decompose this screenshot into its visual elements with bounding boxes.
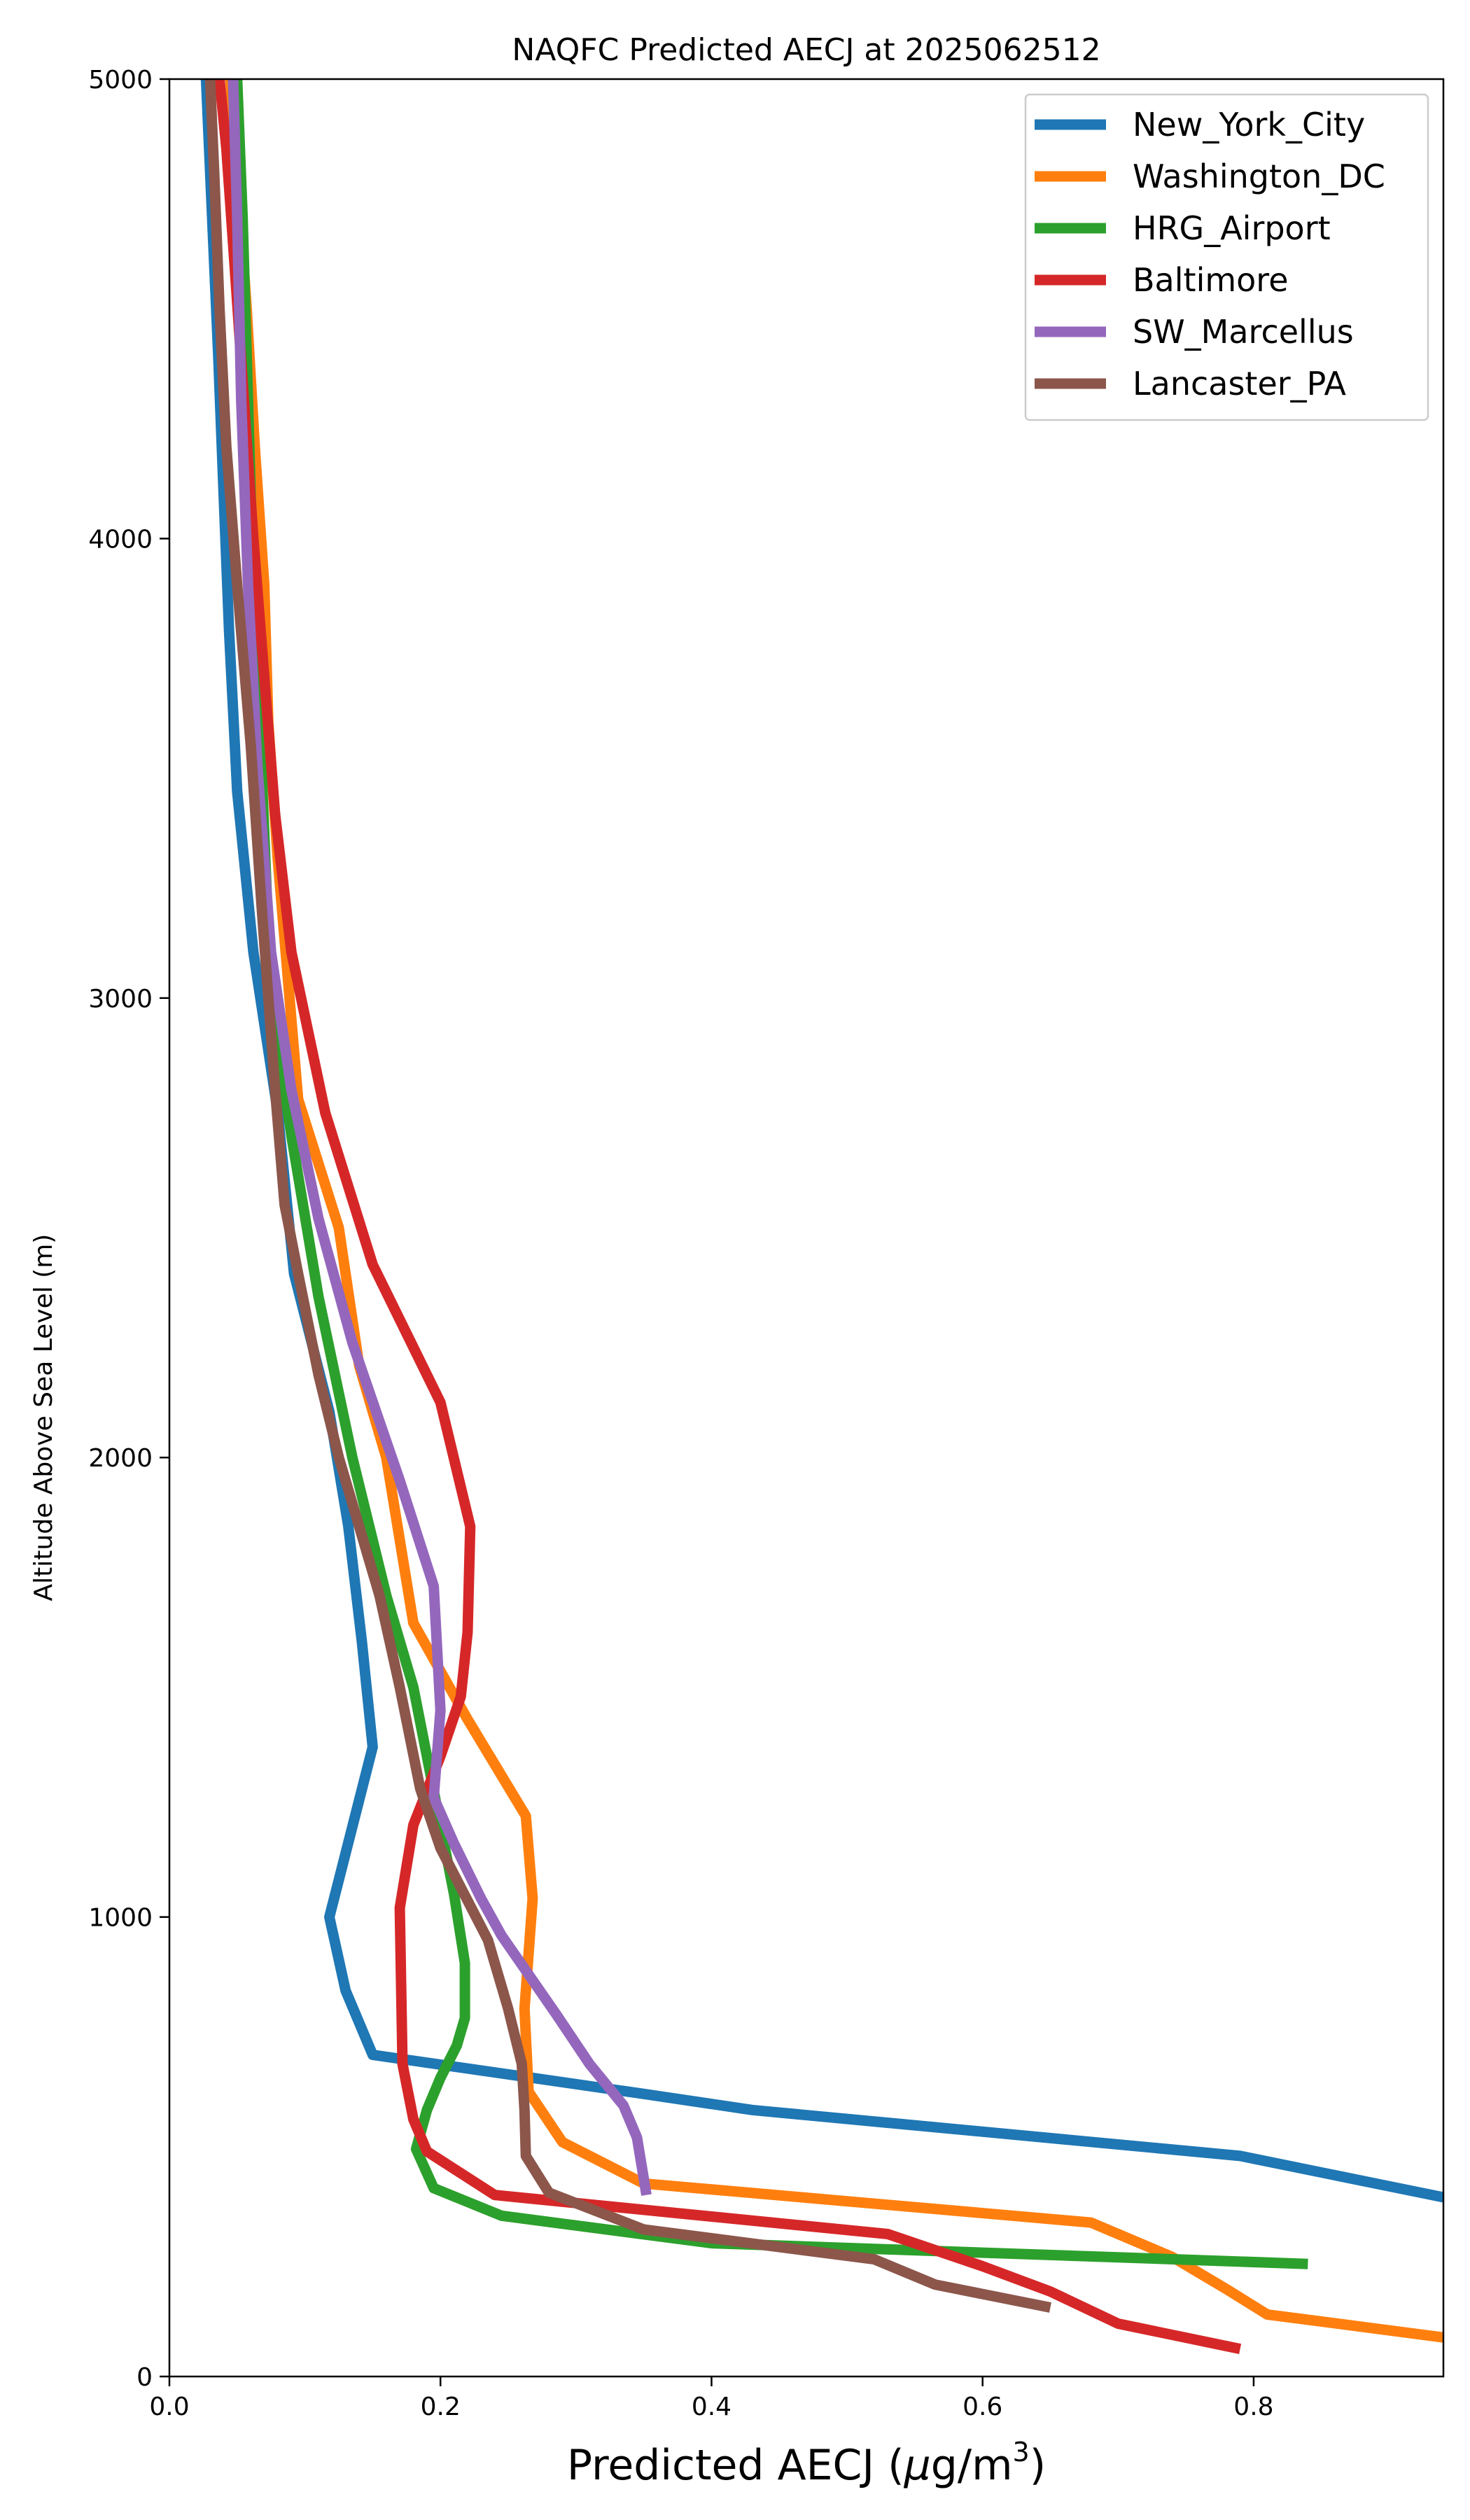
x-axis-label-close: ) — [1030, 2441, 1046, 2490]
x-axis-label-main: Predicted AECJ ( — [567, 2441, 904, 2490]
series-layer — [200, 79, 1443, 2354]
x-tick-label: 0.8 — [1233, 2393, 1273, 2421]
x-tick-label: 0.2 — [421, 2393, 461, 2421]
legend-label: HRG_Airport — [1133, 209, 1331, 247]
chart-title: NAQFC Predicted AECJ at 2025062512 — [512, 32, 1100, 68]
y-axis-label: Altitude Above Sea Level (m) — [29, 1234, 58, 1602]
x-tick-label: 0.0 — [149, 2393, 189, 2421]
y-tick-label: 5000 — [88, 66, 153, 94]
plot-frame — [168, 78, 1445, 2378]
x-axis-label-mu: μ — [904, 2441, 931, 2490]
legend-label: Lancaster_PA — [1133, 365, 1346, 402]
legend-label: New_York_City — [1133, 106, 1365, 144]
x-axis: 0.0 0.2 0.4 0.6 0.8 — [149, 2376, 1274, 2421]
legend-label: SW_Marcellus — [1133, 313, 1354, 351]
x-axis-label-unit: g/m — [931, 2441, 1013, 2490]
y-tick-label: 3000 — [88, 985, 153, 1014]
legend-entries: New_York_City Washington_DC HRG_Airport Bal… — [1035, 106, 1385, 402]
x-tick-label: 0.6 — [962, 2393, 1002, 2421]
legend-label: Washington_DC — [1133, 158, 1385, 195]
legend-label: Baltimore — [1133, 261, 1289, 299]
y-tick-label: 0 — [136, 2363, 153, 2392]
y-tick-label: 1000 — [88, 1904, 153, 1933]
x-axis-label: Predicted AECJ (μg/m3) — [567, 2437, 1046, 2490]
y-tick-label: 2000 — [88, 1444, 153, 1473]
x-axis-label-superscript: 3 — [1013, 2437, 1030, 2468]
series-line-baltimore — [214, 79, 1242, 2354]
y-axis: 0 1000 2000 3000 4000 5000 — [88, 66, 169, 2392]
x-tick-label: 0.4 — [692, 2393, 732, 2421]
series-line-sw-marcellus — [227, 79, 652, 2196]
legend-frame — [1024, 93, 1429, 421]
legend: New_York_City Washington_DC HRG_Airport Bal… — [1024, 93, 1429, 421]
y-tick-label: 4000 — [88, 525, 153, 554]
series-line-lancaster-pa — [204, 79, 1051, 2313]
